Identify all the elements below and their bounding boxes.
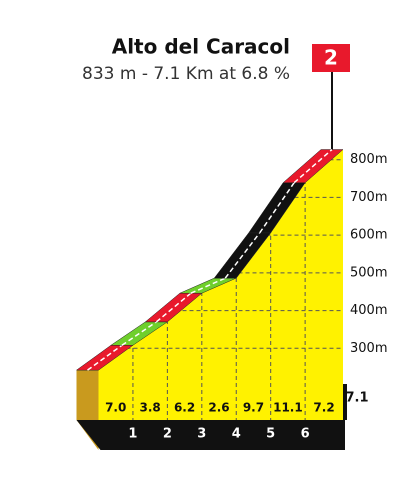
center-dash — [224, 232, 261, 279]
x-tick-label: 2 — [163, 427, 172, 442]
center-dash — [293, 148, 333, 184]
profile-face — [98, 149, 343, 420]
x-tick-label: 7.1 — [345, 391, 368, 406]
y-tick-label: 400m — [350, 303, 387, 318]
chart-title: Alto del Caracol — [112, 35, 290, 59]
x-tick-label: 3 — [197, 427, 206, 442]
x-tick-label: 5 — [266, 427, 275, 442]
base-band — [76, 420, 345, 450]
x-tick-label: 4 — [232, 427, 241, 442]
base-wedge — [343, 384, 347, 420]
gradient-label: 7.0 — [105, 401, 126, 415]
center-dash — [190, 277, 226, 294]
gradient-label: 2.6 — [208, 401, 229, 415]
x-tick-label: 6 — [301, 427, 310, 442]
category-label: 2 — [324, 46, 338, 70]
gradient-label: 11.1 — [273, 401, 303, 415]
gradient-label: 3.8 — [140, 401, 161, 415]
gradient-label: 6.2 — [174, 401, 195, 415]
center-dash — [259, 182, 295, 234]
category-flag — [312, 44, 350, 72]
chart-subtitle: 833 m - 7.1 Km at 6.8 % — [82, 64, 290, 84]
y-tick-label: 600m — [350, 228, 387, 243]
y-tick-label: 500m — [350, 265, 387, 280]
gradient-label: 9.7 — [243, 401, 264, 415]
y-tick-label: 700m — [350, 190, 387, 205]
center-dash — [121, 321, 157, 346]
y-tick-label: 300m — [350, 341, 387, 356]
gradient-label: 7.2 — [313, 401, 334, 415]
y-tick-label: 800m — [350, 152, 387, 167]
center-dash — [87, 344, 123, 371]
x-tick-label: 1 — [128, 427, 137, 442]
